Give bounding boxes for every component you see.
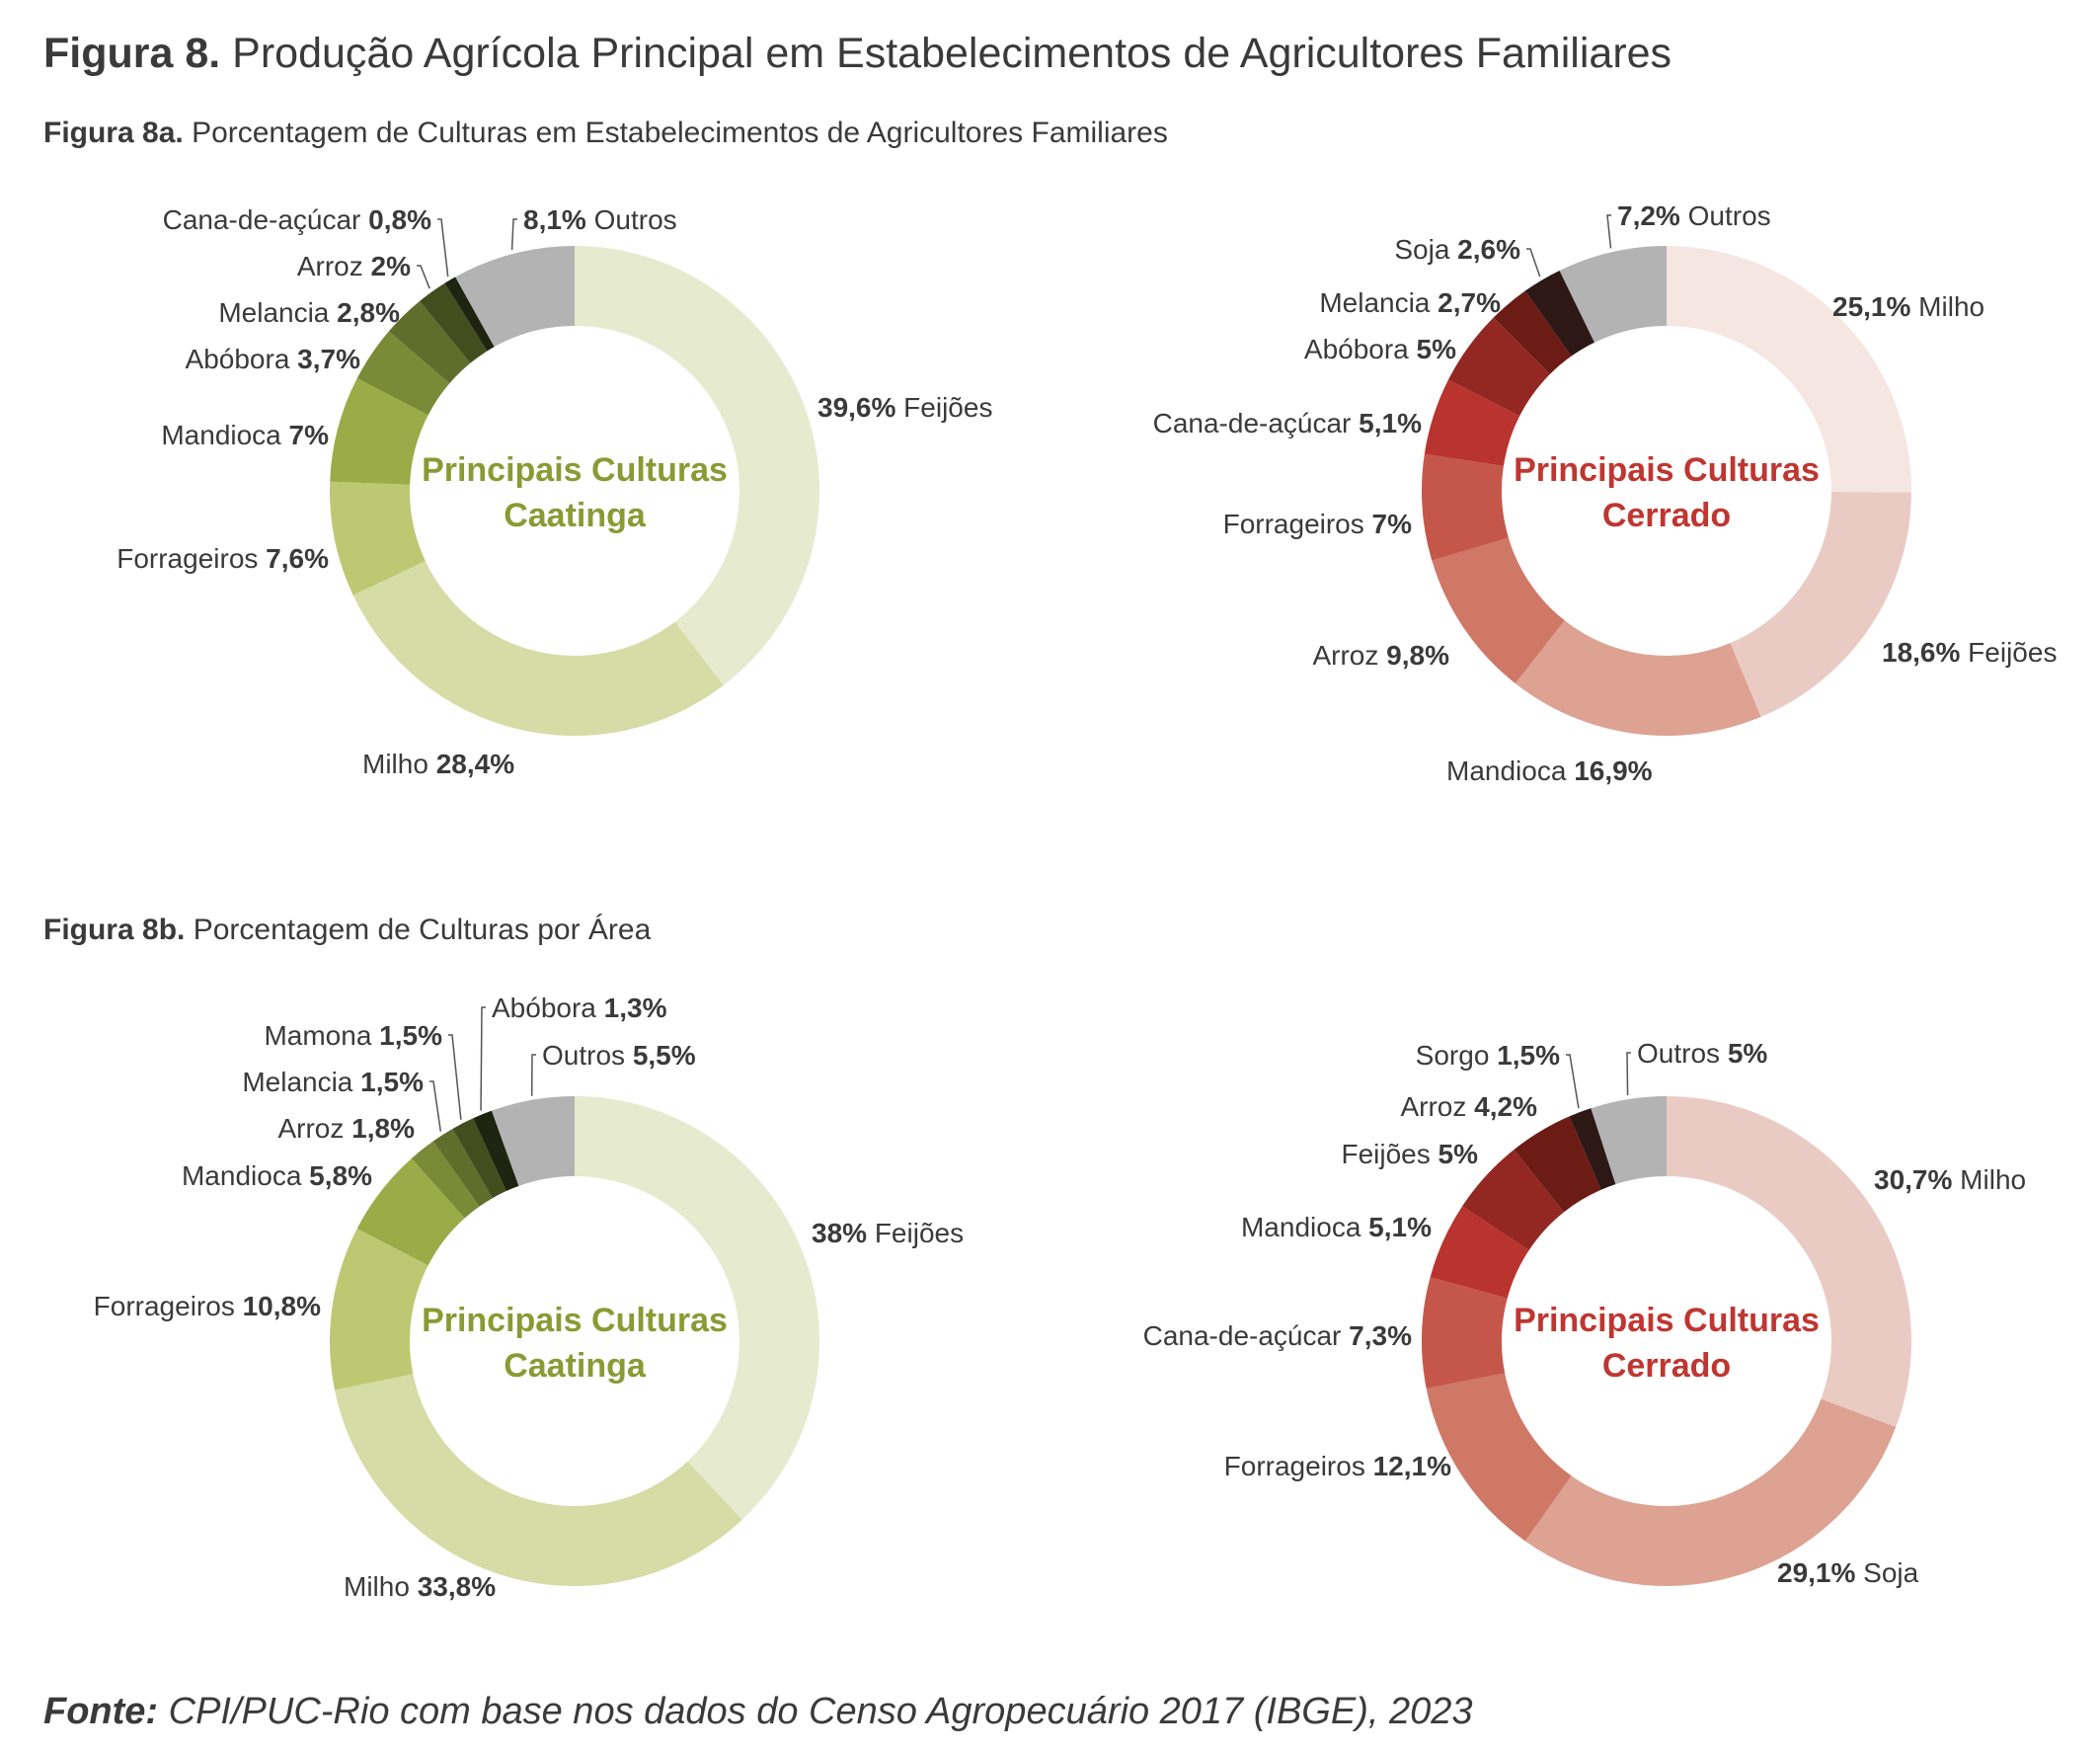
label-forrageiros: Forrageiros 7,6%	[117, 543, 329, 574]
label-forrageiros: Forrageiros 12,1%	[1224, 1451, 1451, 1481]
label-feijoes: Feijões 5%	[1341, 1139, 1478, 1169]
slice-soja	[1524, 1398, 1897, 1586]
slice-mamona	[452, 1118, 506, 1199]
label-milho: Milho 28,4%	[362, 749, 514, 779]
label-feijoes: 39,6% Feijões	[817, 392, 992, 423]
label-sorgo: Sorgo 1,5%	[1416, 1040, 1560, 1071]
label-abobora: Abóbora 1,3%	[492, 993, 667, 1023]
leader-melancia	[429, 1080, 442, 1132]
source-note: Fonte: CPI/PUC-Rio com base nos dados do…	[43, 1691, 1473, 1732]
leader-sorgo	[1566, 1054, 1580, 1109]
label-milho: 25,1% Milho	[1832, 291, 1984, 322]
slice-milho	[1667, 1096, 1912, 1427]
label-outros: 8,1% Outros	[523, 204, 677, 235]
label-soja: Soja 2,6%	[1394, 234, 1520, 265]
figure-title: Figura 8. Produção Agrícola Principal em…	[43, 30, 1672, 77]
slice-forrageiros	[330, 481, 426, 596]
label-outros: Outros 5%	[1637, 1038, 1767, 1069]
center-label: Principais Culturas Caatinga	[422, 1302, 728, 1385]
slice-outros	[1591, 1096, 1667, 1185]
slice-sorgo	[1569, 1108, 1616, 1190]
label-arroz: Arroz 4,2%	[1400, 1091, 1537, 1122]
slice-soja	[1524, 270, 1595, 357]
slice-feijoes	[1462, 1149, 1564, 1250]
slice-feijoes	[575, 246, 819, 685]
label-mandioca: Mandioca 5,8%	[182, 1160, 372, 1191]
label-mandioca: Mandioca 7%	[161, 420, 329, 450]
slice-forrageiros	[1426, 1373, 1572, 1542]
slice-milho	[334, 1374, 742, 1586]
slice-milho	[1667, 246, 1911, 493]
slice-feijoes	[1730, 492, 1911, 717]
donut-b-caatinga: 38% Feijões Milho 33,8% Forrageiros 10,8% M…	[94, 993, 964, 1602]
leader-soja	[1526, 248, 1541, 278]
slice-melancia	[432, 1128, 493, 1207]
slice-abobora	[473, 1110, 519, 1192]
slice-mandioca	[1515, 620, 1761, 736]
label-cana-de-acucar: Cana-de-açúcar 0,8%	[163, 204, 431, 235]
label-arroz: Arroz 1,8%	[277, 1113, 415, 1144]
leader-outros	[1606, 214, 1612, 249]
center-label: Principais Culturas Cerrado	[1514, 451, 1820, 534]
slice-arroz	[420, 282, 488, 363]
slice-melancia	[388, 300, 471, 384]
donut-b-cerrado: 30,7% Milho 29,1% Soja Forrageiros 12,1% Ca…	[1143, 1038, 2027, 1588]
label-forrageiros: Forrageiros 10,8%	[94, 1291, 321, 1321]
slice-feijoes	[575, 1096, 819, 1520]
slice-cana-de-acucar	[1422, 1277, 1508, 1390]
label-arroz: Arroz 9,8%	[1312, 640, 1449, 671]
leader-outros	[1626, 1052, 1631, 1096]
subtitle-8a: Figura 8a. Porcentagem de Culturas em Es…	[43, 117, 1168, 149]
slice-forrageiros	[1421, 453, 1509, 561]
slice-melancia	[1493, 290, 1572, 374]
center-label: Principais Culturas Caatinga	[422, 451, 728, 534]
label-forrageiros: Forrageiros 7%	[1223, 509, 1413, 539]
leader-arroz	[417, 265, 430, 289]
label-mandioca: Mandioca 5,1%	[1241, 1212, 1432, 1242]
label-abobora: Abóbora 5%	[1304, 334, 1456, 364]
slice-mandioca	[356, 1158, 465, 1266]
slice-abobora	[1448, 317, 1550, 417]
slice-mandioca	[330, 378, 428, 485]
slice-abobora	[356, 331, 450, 416]
center-label: Principais Culturas Cerrado	[1514, 1302, 1820, 1385]
slice-cana-de-acucar	[1424, 379, 1520, 466]
label-mandioca: Mandioca 16,9%	[1446, 756, 1653, 786]
label-outros: Outros 5,5%	[542, 1040, 696, 1071]
slice-outros	[1559, 246, 1667, 343]
slice-arroz	[1514, 1116, 1601, 1213]
slice-outros	[491, 1096, 575, 1186]
label-cana-de-acucar: Cana-de-açúcar 7,3%	[1143, 1320, 1412, 1351]
label-cana-de-acucar: Cana-de-açúcar 5,1%	[1153, 408, 1422, 438]
subtitle-8b: Figura 8b. Porcentagem de Culturas por Á…	[43, 914, 652, 946]
label-melancia: Melancia 1,5%	[242, 1067, 424, 1097]
leader-outros	[530, 1054, 536, 1096]
donut-a-cerrado: 25,1% Milho 18,6% Feijões Mandioca 16,9% Ar…	[1153, 200, 2058, 786]
leader-mamona	[448, 1034, 462, 1120]
slice-arroz	[411, 1141, 480, 1219]
label-abobora: Abóbora 3,7%	[186, 344, 361, 374]
leader-abobora	[480, 1006, 486, 1111]
leader-outros	[510, 218, 517, 251]
slice-outros	[455, 246, 575, 348]
slice-arroz	[1432, 537, 1565, 683]
label-mamona: Mamona 1,5%	[264, 1020, 442, 1051]
label-soja: 29,1% Soja	[1777, 1557, 1919, 1588]
label-outros: 7,2% Outros	[1617, 200, 1771, 231]
label-melancia: Melancia 2,8%	[218, 297, 400, 328]
donut-a-caatinga: 39,6% Feijões Milho 28,4% Forrageiros 7,6%…	[117, 204, 992, 779]
label-feijoes: 38% Feijões	[812, 1218, 964, 1248]
label-milho: 30,7% Milho	[1874, 1164, 2026, 1195]
slice-forrageiros	[329, 1229, 428, 1391]
label-feijoes: 18,6% Feijões	[1882, 637, 2057, 668]
slice-mandioca	[1430, 1206, 1529, 1299]
label-melancia: Melancia 2,7%	[1319, 287, 1501, 318]
label-arroz: Arroz 2%	[297, 251, 411, 281]
leader-cana-de-acucar	[437, 218, 449, 278]
slice-cana-de-acucar	[444, 277, 495, 352]
label-milho: Milho 33,8%	[344, 1571, 496, 1602]
slice-milho	[352, 561, 724, 736]
